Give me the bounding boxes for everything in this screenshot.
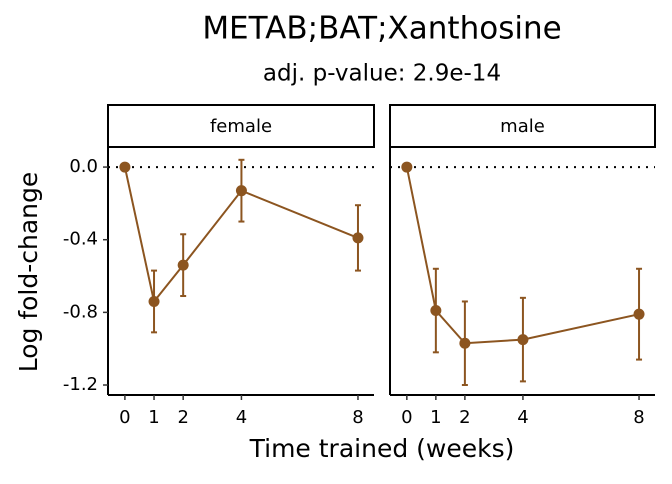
chart-subtitle: adj. p-value: 2.9e-14	[263, 61, 501, 87]
y-axis-label: Log fold-change	[14, 172, 43, 373]
x-tick-label: 2	[459, 407, 470, 428]
data-point	[459, 337, 471, 349]
data-point	[633, 308, 645, 320]
y-tick-label: 0.0	[69, 156, 98, 177]
data-point	[177, 259, 189, 271]
facet-label: male	[500, 116, 545, 137]
data-point	[430, 305, 442, 317]
x-tick-label: 4	[517, 407, 528, 428]
x-tick-label: 1	[148, 407, 159, 428]
y-tick-label: -0.4	[63, 229, 98, 250]
facet-strip	[389, 104, 656, 148]
x-tick-label: 8	[633, 407, 644, 428]
x-tick-label: 0	[401, 407, 412, 428]
chart-title: METAB;BAT;Xanthosine	[202, 11, 561, 47]
x-tick-label: 0	[119, 407, 130, 428]
data-point	[148, 295, 160, 307]
data-point	[517, 334, 529, 346]
x-tick-label: 4	[236, 407, 247, 428]
x-axis-label: Time trained (weeks)	[249, 434, 515, 463]
data-point	[352, 232, 364, 244]
facet-strip	[107, 104, 375, 148]
y-tick-label: -0.8	[63, 301, 98, 322]
x-tick-label: 8	[352, 407, 363, 428]
y-tick-label: -1.2	[63, 374, 98, 395]
data-point	[401, 161, 413, 173]
x-tick-label: 2	[177, 407, 188, 428]
x-tick-label: 1	[430, 407, 441, 428]
data-point	[119, 161, 131, 173]
data-point	[235, 185, 247, 197]
facet-label: female	[210, 116, 272, 137]
